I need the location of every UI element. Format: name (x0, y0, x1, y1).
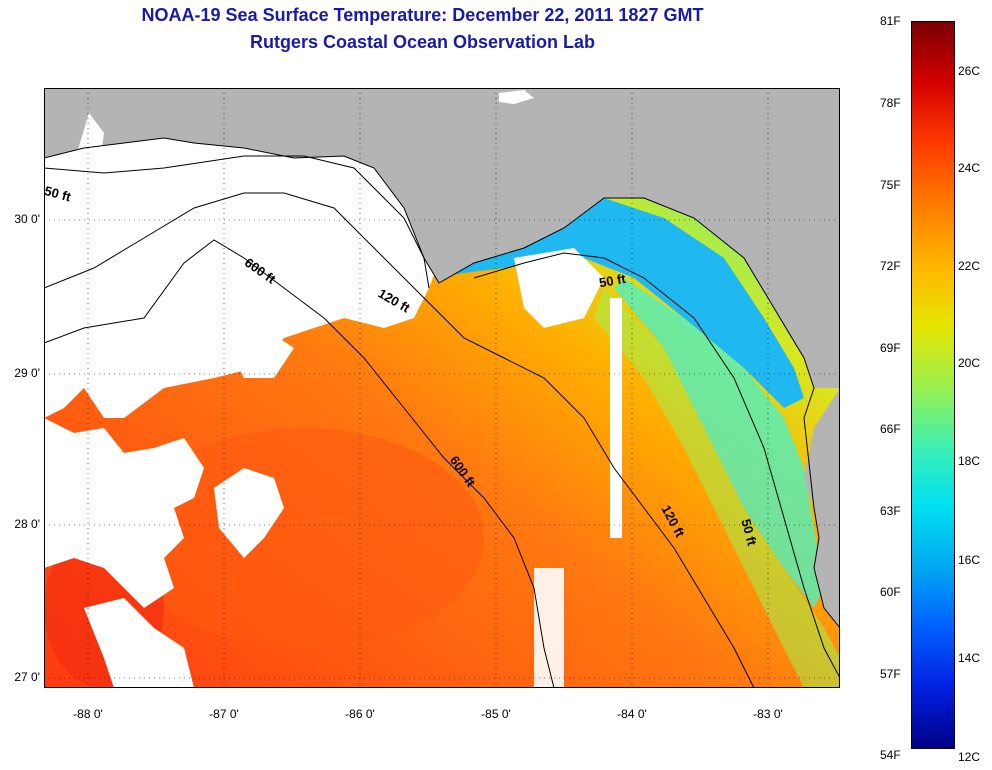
lon-label: -86 0' (345, 707, 375, 721)
cloud-cover (44, 418, 204, 608)
contour-50ft (44, 155, 840, 679)
colorbar-label-f: 54F (880, 748, 901, 762)
colorbar-label-f: 81F (880, 14, 901, 28)
warm-patch (124, 428, 484, 648)
land-east (804, 388, 840, 628)
contour-label-50ft-north: 50 ft (598, 271, 628, 291)
cool-nearshore-band (434, 198, 804, 408)
cool-shelf-band (614, 278, 824, 608)
cloud-cover (514, 248, 604, 328)
colorbar-label-f: 72F (880, 259, 901, 273)
cloud-cover (224, 328, 294, 378)
green-shelf-band (594, 288, 840, 688)
lat-label: 30 0' (14, 212, 40, 226)
lat-label: 28 0' (14, 517, 40, 531)
lon-label: -87 0' (209, 707, 239, 721)
contour-600ft (44, 239, 555, 688)
cloud-cover (44, 138, 444, 418)
colorbar-label-c: 24C (958, 161, 981, 175)
colorbar-label-f: 60F (880, 585, 901, 599)
cloud-cover (214, 468, 284, 558)
land-north (44, 88, 840, 388)
contour-label-50ft-west: 50 ft (44, 183, 73, 205)
coastal-island (499, 90, 534, 104)
map-title: NOAA-19 Sea Surface Temperature: Decembe… (141, 5, 704, 25)
colorbar-label-f: 66F (880, 422, 901, 436)
coastline (44, 137, 840, 629)
sst-map: 50 ft 600 ft 120 ft 50 ft 600 ft 120 ft … (44, 88, 840, 688)
colorbar-label-f: 57F (880, 667, 901, 681)
lat-label: 29 0' (14, 366, 40, 380)
contour-120ft (44, 192, 755, 688)
map-frame (44, 88, 840, 688)
lon-label: -84 0' (617, 707, 647, 721)
cloud-streak (610, 298, 622, 538)
colorbar-label-f: 75F (880, 178, 901, 192)
lon-label: -83 0' (753, 707, 783, 721)
graticule (44, 88, 840, 688)
colorbar-label-c: 16C (958, 553, 981, 567)
colorbar-label-f: 78F (880, 96, 901, 110)
colorbar-label-f: 69F (880, 341, 901, 355)
lat-label: 27 0' (14, 670, 40, 684)
colorbar-label-c: 20C (958, 356, 981, 370)
colorbar-label-c: 18C (958, 454, 981, 468)
lon-label: -88 0' (73, 707, 103, 721)
colorbar-label-c: 22C (958, 259, 981, 273)
coastal-bay (74, 113, 104, 168)
colorbar-label-c: 12C (958, 750, 981, 764)
colorbar-label-f: 63F (880, 504, 901, 518)
colorbar-label-c: 14C (958, 651, 981, 665)
colorbar-label-c: 26C (958, 64, 981, 78)
lon-label: -85 0' (481, 707, 511, 721)
map-subtitle: Rutgers Coastal Ocean Observation Lab (249, 32, 596, 52)
cloud-cover (84, 598, 194, 688)
temperature-colorbar (911, 21, 955, 749)
